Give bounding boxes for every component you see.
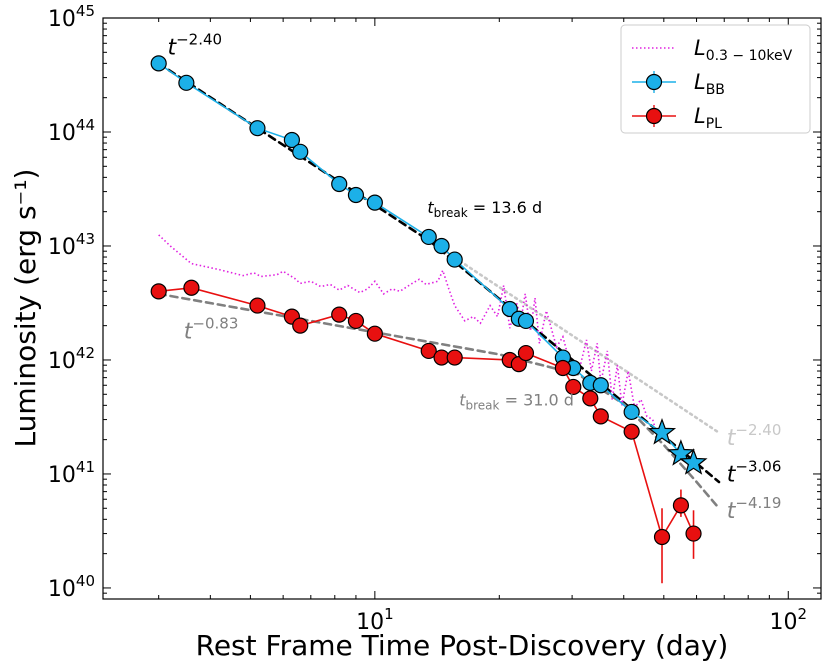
fit-line: [428, 240, 721, 435]
legend-label-pl: LPL: [694, 104, 722, 132]
annotation-bb_late_slope: t−3.06: [727, 457, 782, 487]
y-tick-label: 1045: [48, 2, 95, 32]
pl-point: [592, 408, 609, 425]
x-tick-label: 101: [356, 605, 394, 635]
bb-point: [433, 237, 450, 255]
plot-frame: [102, 17, 822, 600]
pl-point: [582, 390, 599, 407]
legend: L0.3 − 10keV LBB LPL: [620, 24, 811, 134]
y-axis-label: Luminosity (erg s⁻¹): [9, 169, 42, 448]
pl-point: [565, 378, 582, 396]
annotation-pl_slope: t−0.83: [184, 314, 239, 344]
bb-star-point: [647, 417, 677, 445]
annotations: t−2.40 t−0.83 tbreak = 13.6 d tbreak = 31.0…: [167, 30, 781, 524]
pl-point: [347, 312, 365, 330]
pl-point: [623, 423, 640, 440]
annotation-pl_late_slope: t−4.19: [727, 494, 782, 524]
pl-point: [292, 317, 309, 334]
bb-point: [249, 120, 266, 137]
bb-point: [592, 377, 609, 394]
pl-point: [446, 349, 463, 366]
legend-box: [620, 24, 811, 134]
pl-point: [653, 528, 671, 546]
bb-point: [420, 228, 437, 246]
annotation-ext_slope: t−2.40: [727, 421, 782, 451]
y-tick-label: 1040: [48, 572, 95, 602]
pl-point: [331, 306, 348, 323]
data-series: [150, 55, 708, 584]
x-tick-label: 102: [769, 605, 807, 635]
xray-luminosity-line: [158, 234, 660, 440]
pl-point: [685, 525, 702, 542]
pl-point: [366, 325, 383, 342]
bb-point: [292, 143, 309, 160]
legend-swatch-marker-pl: [645, 107, 663, 125]
legend-swatch-marker-bb: [645, 73, 663, 91]
bb-point: [331, 175, 348, 193]
bb-point: [366, 194, 383, 211]
fit-line: [157, 292, 721, 510]
bb-point: [283, 131, 300, 149]
bb-point: [517, 312, 535, 330]
y-tick-label: 1041: [48, 458, 95, 488]
axis-ticks: [103, 17, 821, 600]
annotation-bb_break: tbreak = 13.6 d: [427, 198, 542, 220]
pl-point: [517, 344, 535, 362]
y-tick-label: 1042: [48, 344, 95, 374]
pl-point: [150, 283, 167, 300]
bb-point: [150, 55, 167, 72]
pl-point: [420, 342, 437, 360]
bb-point: [347, 186, 365, 204]
pl-point: [249, 297, 266, 314]
legend-label-bb: LBB: [694, 70, 725, 98]
annotation-bb_slope: t−2.40: [167, 30, 222, 60]
y-tick-label: 1043: [48, 230, 95, 260]
pl-point: [672, 497, 690, 514]
x-axis-label: Rest Frame Time Post-Discovery (day): [196, 629, 729, 662]
legend-label-xray: L0.3 − 10keV: [694, 36, 793, 64]
tick-labels: 101 102 1040 1041 1042 1043 1044 1045: [48, 2, 807, 635]
bb-star-point: [679, 448, 708, 475]
pl-point: [554, 359, 571, 377]
bb-point: [446, 251, 463, 268]
bb-point: [623, 403, 640, 421]
bb-point: [178, 74, 195, 91]
pl-point: [183, 279, 200, 296]
annotation-pl_break: tbreak = 31.0 d: [459, 390, 574, 412]
y-tick-label: 1044: [48, 116, 95, 146]
